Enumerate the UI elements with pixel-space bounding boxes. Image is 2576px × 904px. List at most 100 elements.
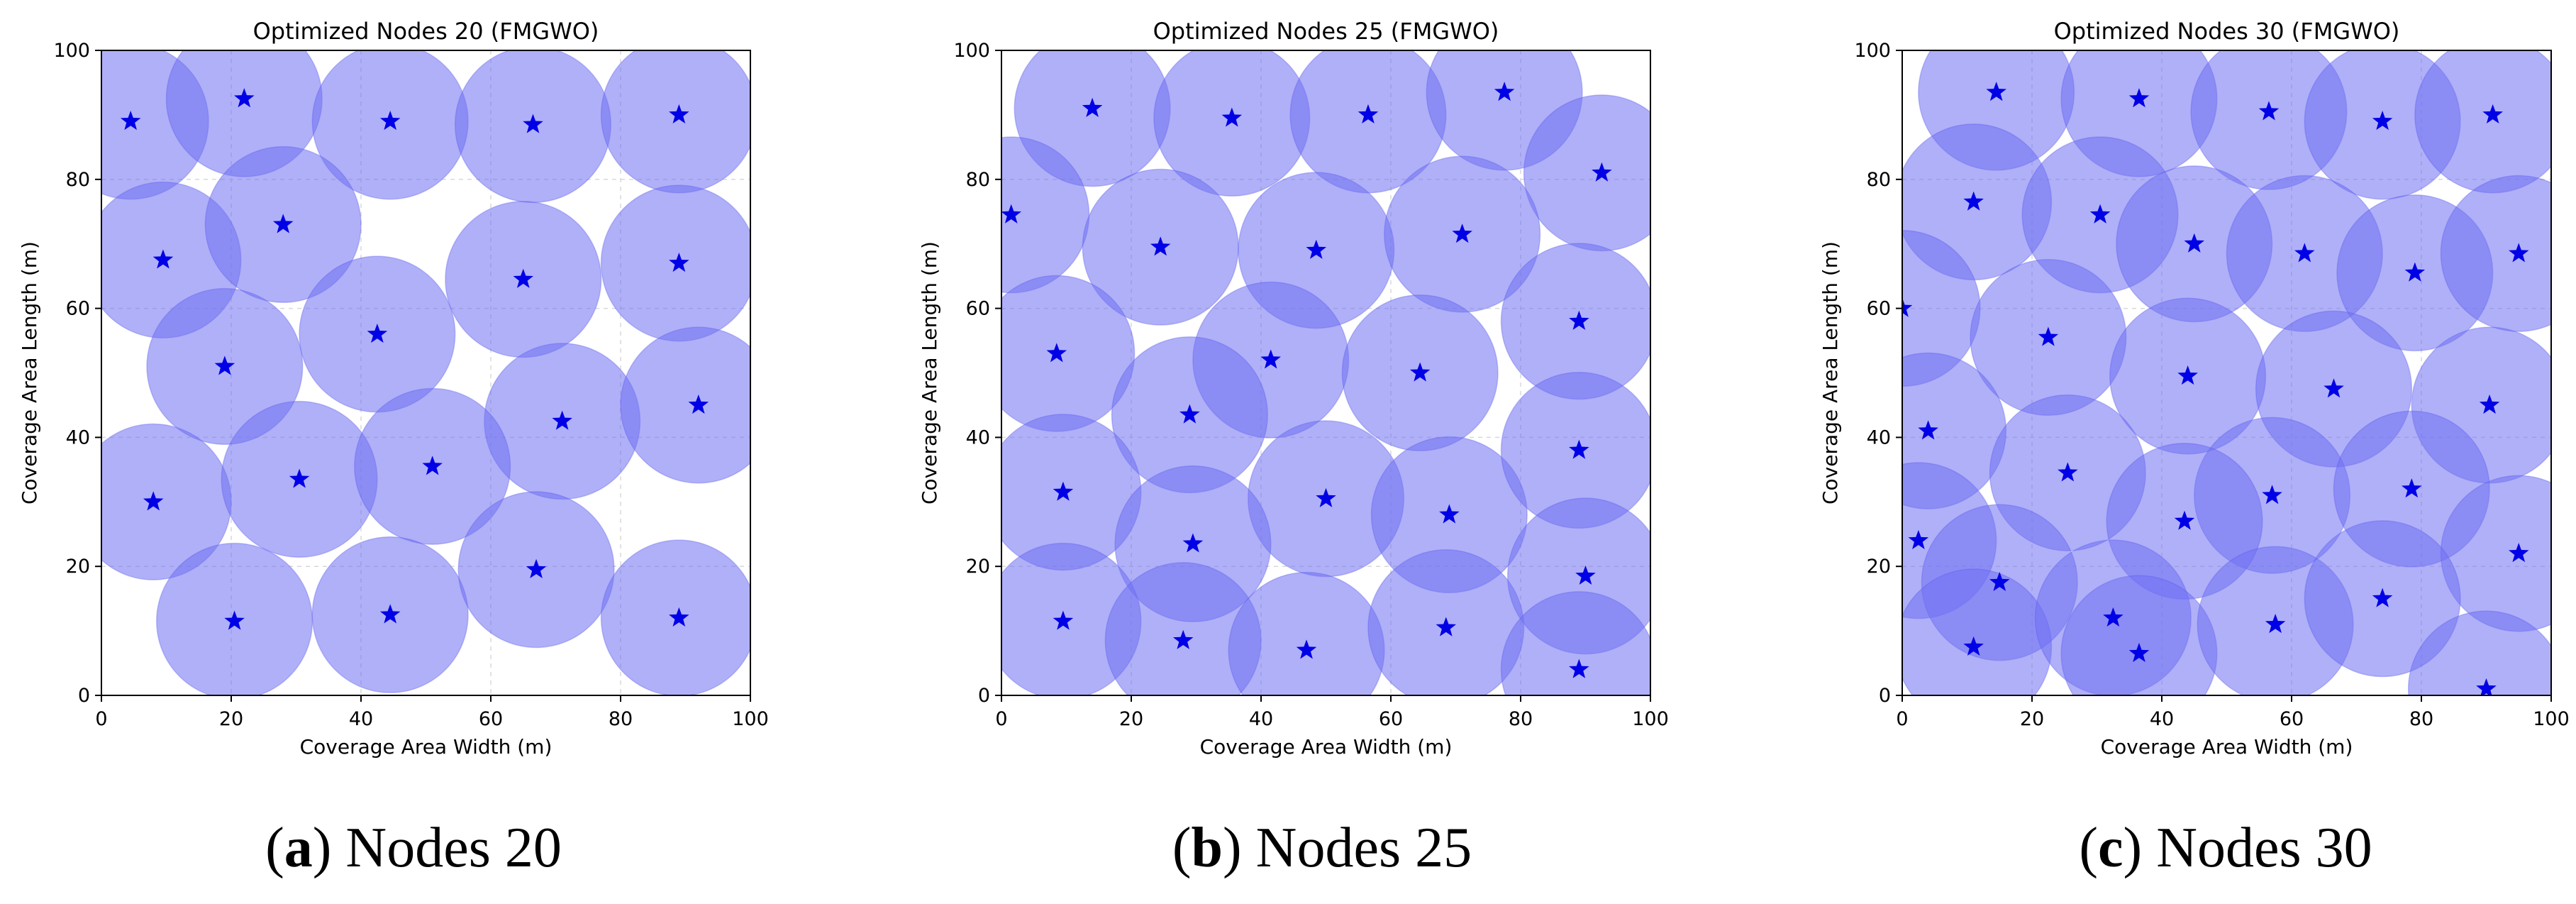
x-tick-label: 100: [2533, 708, 2570, 730]
x-tick-label: 20: [1119, 708, 1143, 730]
node-marker: [1001, 204, 1021, 224]
node-marker: [1918, 420, 1938, 440]
caption-label: a: [284, 817, 313, 879]
x-tick-label: 40: [1249, 708, 1273, 730]
y-tick-label: 40: [966, 426, 990, 448]
node-marker: [1172, 629, 1194, 649]
node-marker: [367, 323, 388, 343]
y-tick-label: 0: [78, 685, 90, 707]
coverage-circles: [101, 50, 750, 695]
node-marker: [1569, 310, 1589, 330]
node-markers: [1001, 82, 1612, 678]
node-marker: [2402, 478, 2422, 498]
node-marker: [289, 468, 310, 488]
coverage-circle: [2407, 610, 2551, 695]
node-marker: [2128, 642, 2150, 663]
chart-title: Optimized Nodes 30 (FMGWO): [2054, 18, 2400, 45]
node-marker: [379, 604, 401, 624]
node-marker: [552, 410, 572, 430]
caption-close-paren: ): [2123, 817, 2143, 879]
node-marker: [1053, 481, 1074, 501]
node-markers: [120, 88, 709, 630]
caption-open-paren: (: [2079, 817, 2099, 879]
node-marker: [526, 558, 547, 578]
caption-b: (b) Nodes 25: [1172, 816, 1472, 881]
node-marker: [1053, 610, 1074, 630]
y-tick-label: 80: [1867, 169, 1891, 191]
caption-a: (a) Nodes 20: [265, 816, 562, 881]
x-tick-label: 0: [1896, 708, 1908, 730]
axes-frame: [1001, 50, 1651, 696]
node-marker: [1908, 529, 1929, 549]
y-tick-label: 60: [966, 298, 990, 320]
x-tick-label: 40: [2150, 708, 2174, 730]
x-tick-label: 100: [732, 708, 769, 730]
y-tick-label: 40: [66, 426, 90, 448]
y-axis-label: Coverage Area Length (m): [1819, 241, 1842, 505]
node-marker: [2372, 110, 2393, 131]
node-marker: [2103, 607, 2123, 627]
coverage-circles: [1001, 50, 1650, 695]
node-marker: [1409, 362, 1431, 382]
node-marker: [669, 252, 689, 272]
caption-close-paren: ): [312, 817, 332, 879]
chart-panel-nodes-30: 0 20 40 60 80 100 0 20 40 60 80 100 Optimized Nodes …: [1819, 18, 2570, 759]
node-marker: [2262, 485, 2282, 505]
x-tick-label: 20: [2020, 708, 2044, 730]
node-marker: [1494, 82, 1515, 101]
node-marker: [1316, 487, 1336, 507]
caption-open-paren: (: [1172, 817, 1192, 879]
y-axis-label: Coverage Area Length (m): [918, 241, 941, 505]
x-tick-label: 20: [219, 708, 243, 730]
caption-text: Nodes 25: [1241, 817, 1472, 879]
x-axis-label: Coverage Area Width (m): [300, 735, 553, 759]
node-marker: [1150, 236, 1171, 256]
axes-frame: [101, 50, 751, 696]
node-marker: [688, 394, 709, 414]
node-marker: [2177, 365, 2198, 385]
chart-title: Optimized Nodes 25 (FMGWO): [1153, 18, 1499, 45]
node-marker: [1902, 297, 1913, 317]
node-marker: [2058, 462, 2078, 482]
node-marker: [272, 214, 294, 233]
node-marker: [2184, 233, 2205, 253]
node-marker: [2372, 588, 2393, 607]
node-marker: [379, 110, 401, 131]
coverage-circle: [620, 326, 750, 484]
x-tick-label: 80: [2409, 708, 2433, 730]
node-marker: [2265, 614, 2286, 634]
axes-frame: [1902, 50, 2552, 696]
node-marker: [2128, 88, 2150, 108]
caption-label: c: [2098, 817, 2123, 879]
y-tick-label: 20: [1867, 556, 1891, 578]
node-marker: [1260, 349, 1281, 369]
y-tick-label: 100: [1854, 40, 1891, 62]
node-marker: [2038, 326, 2059, 346]
caption-open-paren: (: [265, 817, 284, 879]
node-marker: [1179, 404, 1200, 424]
y-tick-label: 20: [66, 556, 90, 578]
x-tick-label: 80: [1509, 708, 1533, 730]
chart-panel-nodes-25: 0 20 40 60 80 100 0 20 40 60 80 100 Optimized Nodes …: [918, 18, 1669, 759]
caption-close-paren: ): [1223, 817, 1242, 879]
node-marker: [2479, 394, 2500, 414]
node-marker: [1046, 343, 1067, 363]
caption-text: Nodes 20: [331, 817, 562, 879]
y-tick-label: 0: [978, 685, 990, 707]
node-marker: [669, 607, 689, 627]
node-marker: [1569, 439, 1589, 459]
caption-text: Nodes 30: [2142, 817, 2372, 879]
node-marker: [1963, 636, 1984, 656]
node-marker: [1592, 162, 1612, 182]
node-marker: [2089, 204, 2111, 224]
caption-c: (c) Nodes 30: [2079, 816, 2372, 881]
x-tick-label: 80: [609, 708, 633, 730]
node-marker: [2174, 510, 2195, 530]
node-marker: [1436, 617, 1457, 636]
node-marker: [2508, 243, 2529, 263]
node-marker: [422, 456, 443, 475]
y-tick-label: 80: [66, 169, 90, 191]
y-tick-label: 40: [1867, 426, 1891, 448]
x-tick-label: 0: [995, 708, 1007, 730]
